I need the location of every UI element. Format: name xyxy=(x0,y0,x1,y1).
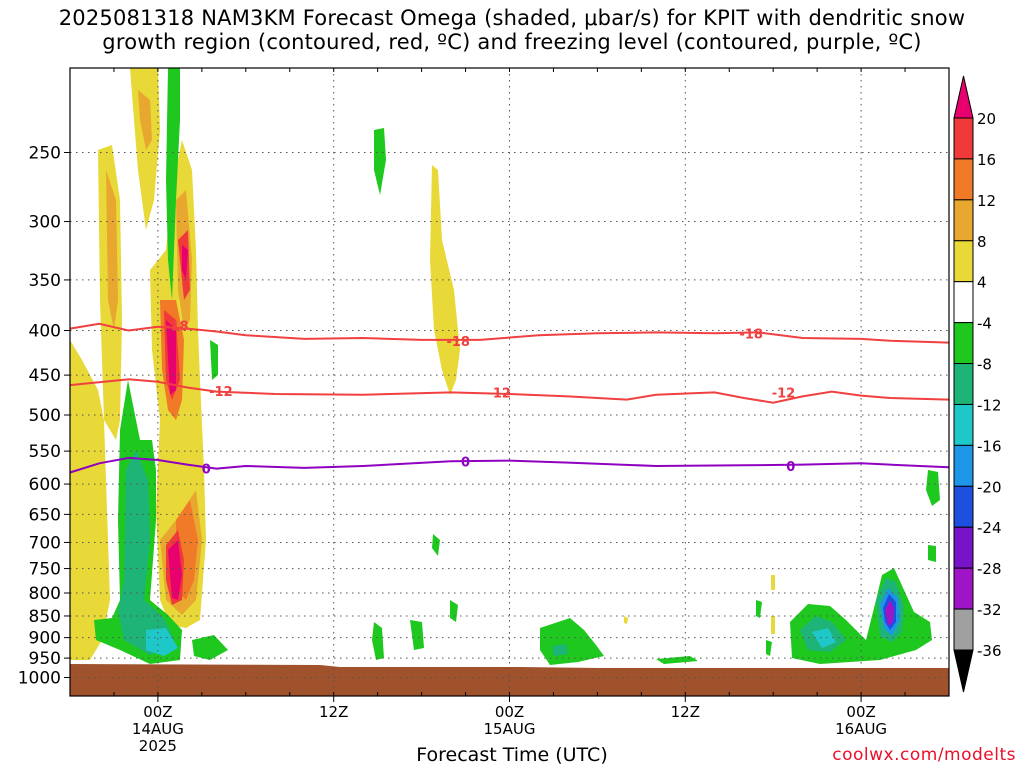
x-tick-label: 00Z xyxy=(143,703,172,721)
x-tick-label: 12Z xyxy=(671,703,700,721)
x-tick-label: 2025 xyxy=(139,737,177,755)
contour-line xyxy=(69,378,950,404)
colorbar-label: -32 xyxy=(977,601,1002,619)
x-tick-label: 16AUG xyxy=(835,720,887,738)
x-tick-label: 15AUG xyxy=(484,720,536,738)
x-tick-label: 14AUG xyxy=(132,720,184,738)
colorbar-swatch xyxy=(953,444,974,487)
y-tick-label: 800 xyxy=(29,584,61,604)
colorbar-swatch xyxy=(953,567,974,610)
colorbar-label: -24 xyxy=(977,519,1002,537)
x-axis-title: Forecast Time (UTC) xyxy=(416,744,608,766)
y-tick-label: 450 xyxy=(29,366,61,386)
colorbar-label: -8 xyxy=(977,356,992,374)
y-tick-label: 500 xyxy=(29,406,61,426)
colorbar-swatch xyxy=(953,158,974,201)
colorbar-label: 4 xyxy=(977,274,987,292)
contour-label: 0 xyxy=(202,463,211,478)
colorbar-label: -4 xyxy=(977,315,992,333)
x-tick-label: 12Z xyxy=(319,703,348,721)
contour-label: -18 xyxy=(446,335,470,350)
colorbar-swatch xyxy=(953,199,974,242)
contour-label: -12 xyxy=(772,386,796,401)
colorbar-top-arrow xyxy=(953,75,974,119)
y-tick-label: 300 xyxy=(29,213,61,233)
y-tick-label: 700 xyxy=(29,533,61,553)
colorbar-swatch xyxy=(953,281,974,324)
colorbar-swatch xyxy=(953,485,974,528)
y-axis: 2503003504004505005506006507007508008509… xyxy=(18,144,70,689)
y-tick-label: 350 xyxy=(29,271,61,291)
colorbar-label: -28 xyxy=(977,560,1002,578)
y-tick-label: 1000 xyxy=(18,669,61,689)
colorbar-swatch xyxy=(953,526,974,569)
colorbar-swatch xyxy=(953,322,974,365)
colorbar-label: -16 xyxy=(977,437,1002,455)
y-tick-label: 950 xyxy=(29,649,61,669)
colorbar-label: 8 xyxy=(977,233,987,251)
contour-label: -18 xyxy=(739,327,763,342)
colorbar-swatch xyxy=(953,117,974,160)
colorbar-swatch xyxy=(953,403,974,446)
omega-shading xyxy=(70,68,940,665)
contour-label: 0 xyxy=(786,460,795,475)
colorbar-label: 12 xyxy=(977,192,996,210)
colorbar-label: 16 xyxy=(977,151,996,169)
chart-title-line-1: 2025081318 NAM3KM Forecast Omega (shaded… xyxy=(58,6,966,30)
grid-lines xyxy=(70,68,949,696)
colorbar-label: -12 xyxy=(977,396,1002,414)
contour-line xyxy=(69,322,950,344)
x-tick-label: 00Z xyxy=(495,703,524,721)
y-tick-label: 650 xyxy=(29,505,61,525)
contour-label: -12 xyxy=(487,386,511,401)
colorbar-label: -36 xyxy=(977,642,1002,660)
y-tick-label: 750 xyxy=(29,560,61,580)
colorbar-label: 20 xyxy=(977,110,996,128)
y-tick-label: 550 xyxy=(29,442,61,462)
contour-label: 0 xyxy=(461,455,470,470)
colorbar-label: -20 xyxy=(977,478,1002,496)
y-tick-label: 600 xyxy=(29,475,61,495)
contour-line xyxy=(69,456,950,474)
chart-title-line-2: growth region (contoured, red, ºC) and f… xyxy=(102,30,922,54)
plot-frame xyxy=(69,67,950,697)
colorbar-swatch xyxy=(953,363,974,405)
colorbar-swatch xyxy=(953,240,974,283)
contour-label: -18 xyxy=(165,320,189,335)
site-credit: coolwx.com/modelts xyxy=(832,745,1016,765)
y-tick-label: 400 xyxy=(29,322,61,342)
y-tick-label: 250 xyxy=(29,144,61,164)
contour-label: -12 xyxy=(209,385,233,400)
y-tick-label: 850 xyxy=(29,607,61,627)
y-tick-label: 900 xyxy=(29,629,61,649)
colorbar-swatch xyxy=(953,608,974,651)
colorbar: 20 16 12 8 4 -4 -8 -12 -16 -20 -24 -28 -32 -36 xyxy=(953,75,1002,693)
colorbar-bottom-arrow xyxy=(953,649,974,693)
contour-lines: -18 -18 -18 -12 -12 -12 0 0 0 xyxy=(69,320,950,478)
x-tick-label: 00Z xyxy=(846,703,875,721)
